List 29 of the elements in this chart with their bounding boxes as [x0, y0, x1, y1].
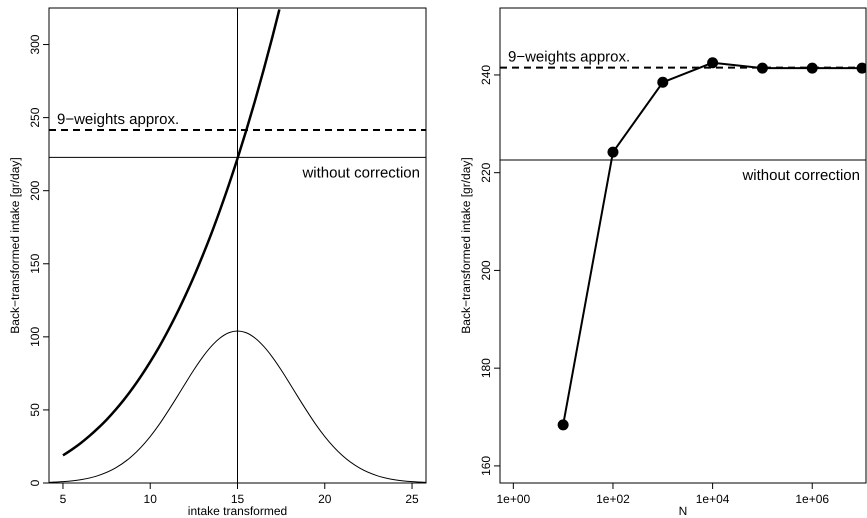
x-tick-label: 1e+06	[795, 492, 830, 506]
y-tick-label: 100	[28, 326, 42, 347]
x-tick-label: 1e+02	[596, 492, 630, 506]
x-axis-title: N	[678, 504, 688, 518]
y-tick-label: 200	[28, 180, 42, 201]
x-tick-label: 20	[318, 492, 332, 506]
y-tick-label: 250	[28, 107, 42, 128]
y-tick-label: 200	[479, 260, 493, 280]
y-tick-label: 300	[28, 34, 42, 55]
y-tick-label: 0	[28, 479, 42, 486]
x-tick-label: 5	[60, 492, 67, 506]
y-axis-title: Back−transformed intake [gr/day]	[459, 157, 473, 334]
ref-line-label: 9−weights approx.	[57, 111, 180, 128]
ref-line-label: without correction	[741, 166, 860, 184]
x-axis-title: intake transformed	[188, 504, 288, 518]
y-tick-label: 150	[28, 253, 42, 274]
x-tick-label: 15	[230, 492, 244, 506]
ref-line-label: 9−weights approx.	[508, 48, 630, 66]
x-tick-label: 1e+00	[496, 492, 531, 506]
x-tick-label: 1e+04	[696, 492, 730, 506]
y-tick-label: 50	[28, 402, 42, 417]
ref-line-label: without correction	[301, 164, 420, 182]
y-tick-label: 240	[479, 64, 493, 85]
x-tick-label: 25	[405, 492, 420, 506]
y-tick-label: 160	[479, 456, 493, 476]
x-tick-label: 10	[144, 492, 158, 506]
y-tick-label: 180	[479, 358, 493, 378]
y-tick-label: 220	[479, 162, 493, 183]
y-axis-title: Back−transformed intake [gr/day]	[8, 157, 22, 334]
